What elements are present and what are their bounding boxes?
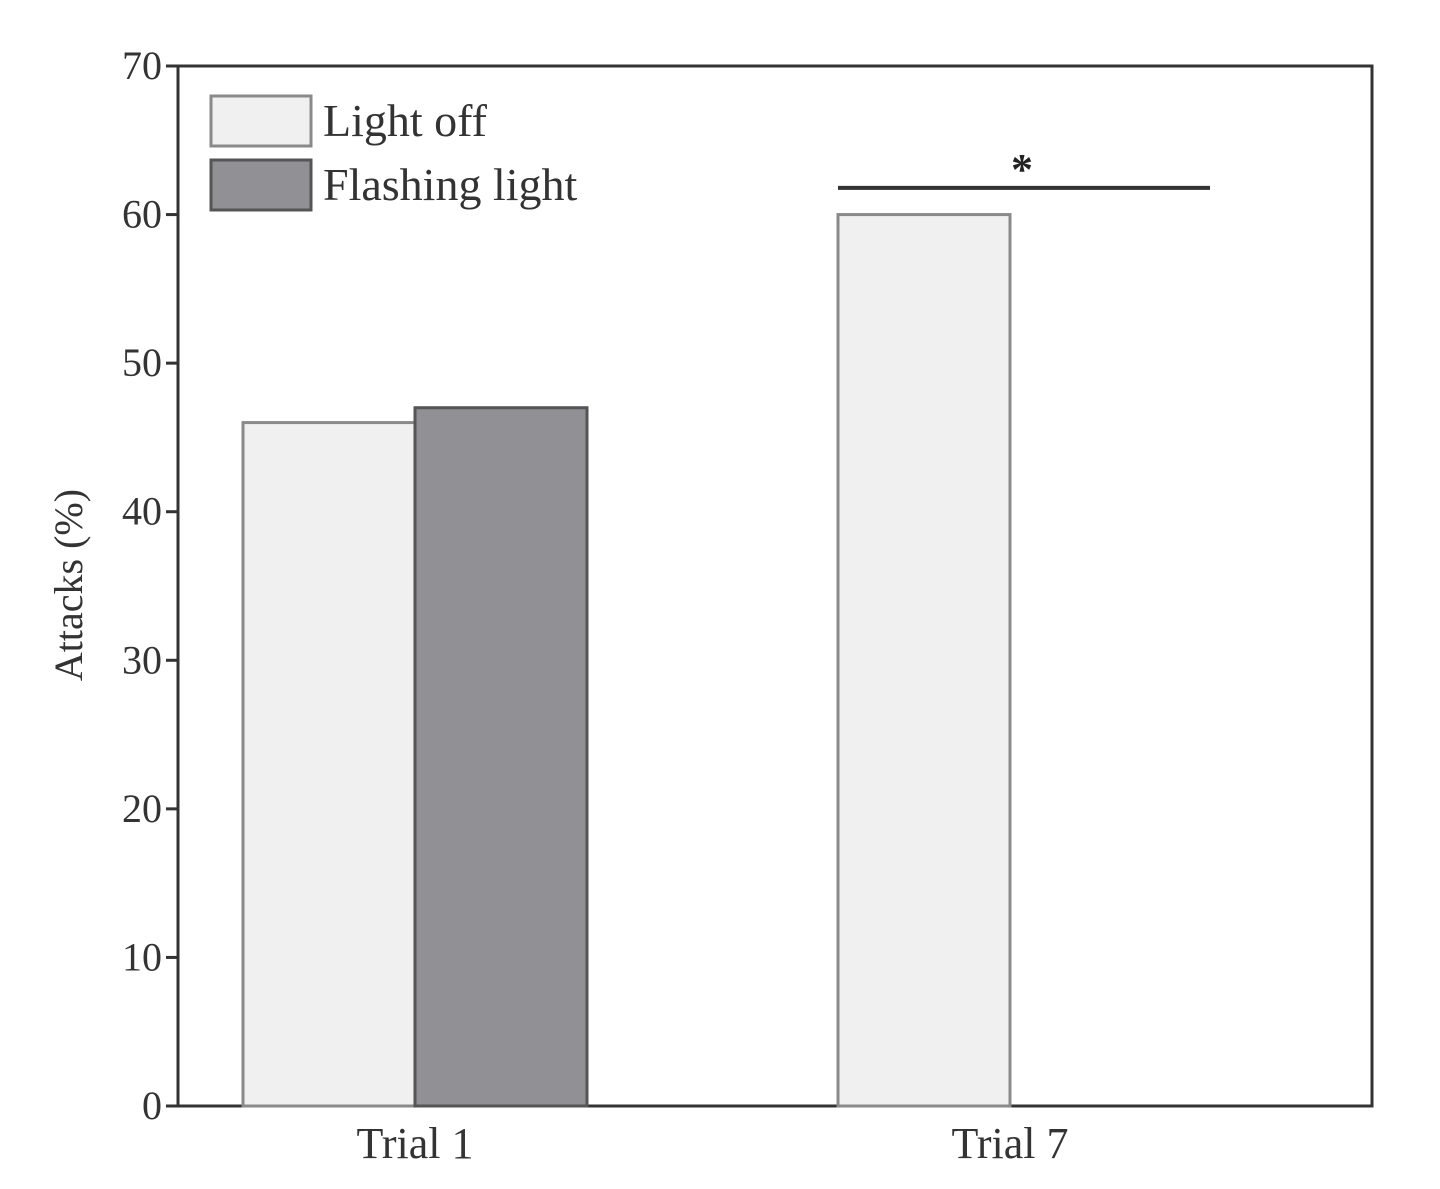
- bar-trial-1-light-off: [241, 421, 417, 1108]
- plot-frame: [176, 64, 1374, 1108]
- y-tick-label-50: 50: [122, 340, 162, 385]
- bar-trial-7-light-off: [836, 213, 1012, 1108]
- significance-marker: *: [1011, 145, 1033, 194]
- legend: Light off Flashing light: [209, 94, 578, 212]
- x-axis: Trial 1 Trial 7: [357, 1119, 1069, 1168]
- legend-label-flashing-light: Flashing light: [323, 159, 578, 210]
- y-tick-label-60: 60: [122, 192, 162, 237]
- x-tick-label-trial-1: Trial 1: [357, 1119, 474, 1168]
- annotations: *: [838, 145, 1210, 194]
- legend-swatch-light-off: [209, 94, 313, 148]
- legend-label-light-off: Light off: [323, 95, 488, 146]
- legend-swatch-flashing-light: [209, 158, 313, 212]
- y-tick-label-10: 10: [122, 934, 162, 979]
- bars: [241, 213, 1012, 1108]
- y-tick-label-20: 20: [122, 786, 162, 831]
- y-tick-label-40: 40: [122, 489, 162, 534]
- x-tick-label-trial-7: Trial 7: [952, 1119, 1069, 1168]
- y-tick-label-70: 70: [122, 43, 162, 88]
- y-axis-title: Attacks (%): [46, 489, 91, 681]
- y-tick-label-0: 0: [142, 1083, 162, 1128]
- y-axis: 0 10 20 30 40 50 60 70: [122, 43, 178, 1128]
- bar-trial-1-flashing-light: [413, 406, 589, 1108]
- y-tick-label-30: 30: [122, 637, 162, 682]
